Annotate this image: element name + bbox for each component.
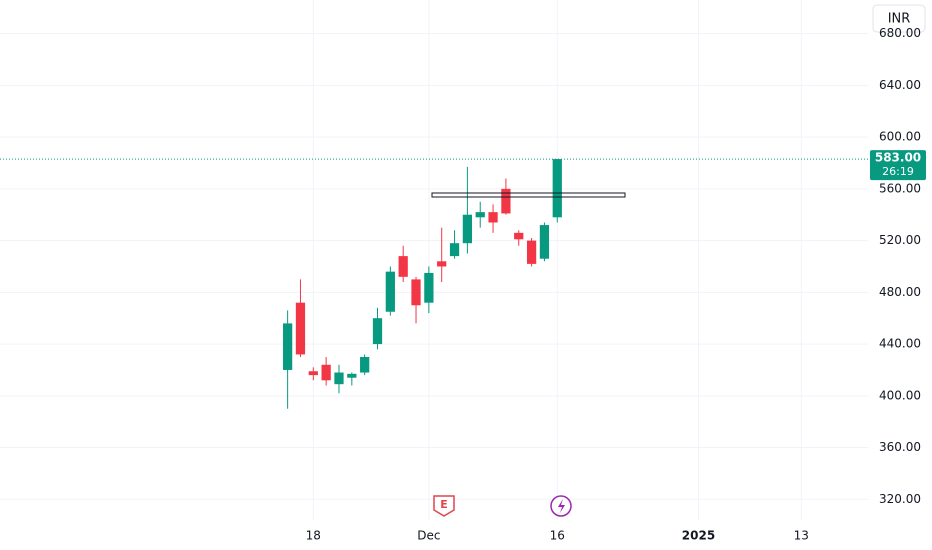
currency-button[interactable] [872, 4, 926, 33]
mark-layer [0, 158, 868, 409]
x-tick-label: 13 [794, 529, 809, 543]
candle-body [526, 240, 537, 264]
y-tick-label: 520.00 [879, 233, 921, 247]
last-price-box [870, 150, 926, 181]
y-tick-label: 560.00 [879, 181, 921, 195]
candle-body [411, 279, 421, 306]
x-tick-label: 2025 [682, 529, 715, 543]
candle-body [308, 371, 318, 376]
candle-body [462, 214, 473, 244]
candle-body [360, 357, 370, 373]
y-tick-label: 320.00 [879, 492, 921, 506]
candle-body [552, 159, 562, 218]
y-tick-label: 680.00 [879, 26, 921, 40]
candle-body [372, 318, 383, 345]
drawn-rectangle[interactable] [431, 192, 626, 198]
y-tick-label: 480.00 [879, 285, 921, 299]
y-tick-label: 440.00 [879, 337, 921, 351]
candle-body [514, 232, 524, 240]
countdown-label: 26:19 [882, 165, 914, 178]
candle-body [488, 212, 498, 223]
y-tick-label: 400.00 [879, 388, 921, 402]
dividend-icon[interactable] [550, 495, 572, 517]
x-tick-label: 18 [306, 529, 321, 543]
grid-layer [0, 0, 868, 520]
candle-body [501, 188, 511, 214]
last-price-label: 583.00 [875, 151, 921, 165]
earnings-icon[interactable]: E [433, 495, 455, 517]
y-tick-label: 600.00 [879, 130, 921, 144]
candle-body [321, 364, 331, 381]
earnings-badge [433, 495, 455, 517]
earnings-text: E [440, 498, 448, 511]
lightning [558, 499, 565, 513]
candle-body [295, 302, 306, 355]
currency-label: INR [888, 12, 911, 27]
candle-body [334, 372, 344, 385]
candle-body [347, 373, 357, 378]
x-tick-label: 16 [550, 529, 565, 543]
candle-body [539, 225, 550, 259]
candle-body [475, 212, 485, 218]
candle-body [424, 272, 434, 303]
x-tick-label: Dec [417, 529, 440, 543]
y-tick-label: 640.00 [879, 78, 921, 92]
candle-body [398, 256, 408, 277]
y-tick-label: 360.00 [879, 440, 921, 454]
candle-body [385, 271, 395, 312]
candle-body [282, 323, 293, 370]
candle-body [437, 261, 447, 267]
candle-body [449, 243, 460, 257]
